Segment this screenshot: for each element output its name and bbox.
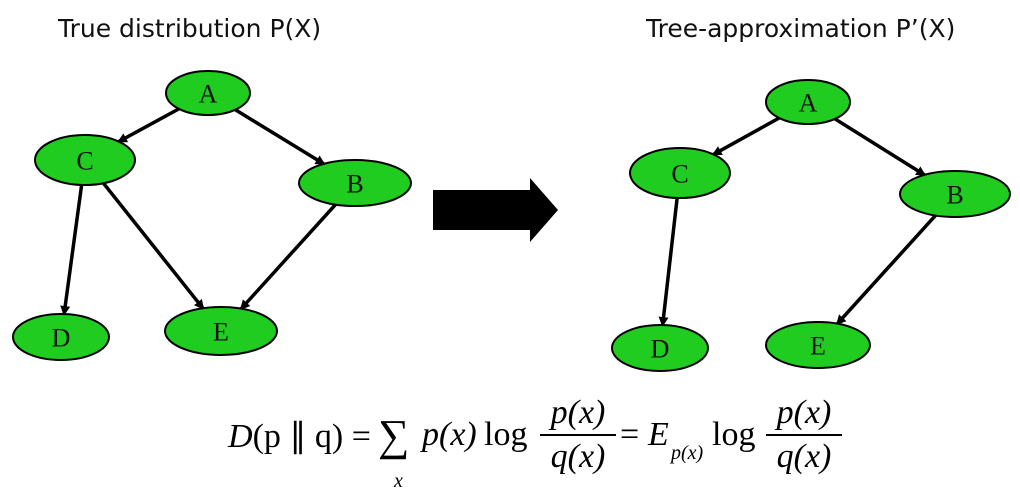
right-graph: A C B D E [611, 79, 1011, 372]
formula-expectation: E [648, 416, 669, 453]
right-node-label-c: C [671, 160, 688, 189]
right-edge-a-b [831, 115, 927, 177]
formula-fraction-2: p(x) q(x) [766, 394, 842, 476]
formula-expectation-subscript: p(x) [671, 442, 704, 464]
formula-equals: = [620, 416, 640, 453]
left-node-d [12, 313, 110, 361]
right-node-b [899, 170, 1011, 218]
fraction-2-numerator: p(x) [776, 394, 832, 431]
right-edge-a-c [711, 114, 783, 156]
left-edge-a-b [231, 106, 326, 166]
left-edge-a-c [117, 105, 183, 144]
left-node-label-e: E [213, 318, 229, 347]
right-node-label-b: B [946, 181, 963, 210]
formula-fraction-1: p(x) q(x) [540, 394, 616, 476]
left-edge-c-d [60, 182, 84, 317]
formula-sum-symbol: ∑ [378, 411, 410, 460]
formula-term: p(x) [422, 416, 477, 453]
left-node-label-d: D [52, 324, 71, 353]
transform-arrow-icon [433, 178, 558, 242]
left-node-e [164, 306, 278, 356]
left-node-label-c: C [76, 147, 93, 176]
right-node-a [765, 79, 851, 125]
fraction-2-denominator: q(x) [776, 438, 832, 475]
formula-lhs: D [228, 418, 253, 455]
right-edge-c-d [658, 195, 680, 328]
right-node-label-d: D [651, 335, 670, 364]
left-node-label-b: B [346, 170, 363, 199]
fraction-1-denominator: q(x) [550, 438, 606, 475]
kl-divergence-formula: D(p ∥ q) = ∑ x p(x) log p(x) q(x) = E p(… [228, 392, 868, 492]
right-node-e [765, 321, 871, 369]
left-graph: A C B D E [12, 70, 412, 361]
left-node-a [165, 70, 251, 116]
right-node-d [611, 324, 709, 372]
formula-log-1: log [484, 416, 528, 453]
right-node-c [629, 147, 731, 199]
left-node-b [298, 159, 412, 207]
left-edge-b-e [239, 201, 339, 311]
right-edge-b-e [836, 212, 939, 326]
formula-sum-index: x [394, 470, 403, 492]
right-node-label-a: A [799, 89, 818, 118]
right-node-label-e: E [810, 332, 826, 361]
left-panel-title: True distribution P(X) [58, 14, 322, 43]
left-node-label-a: A [199, 80, 218, 109]
formula-log-2: log [712, 416, 756, 453]
right-panel-title: Tree-approximation P’(X) [646, 14, 956, 43]
left-edge-c-e [100, 179, 205, 310]
formula-lhs-args: (p ∥ q) = [252, 418, 371, 455]
fraction-1-numerator: p(x) [550, 394, 606, 431]
left-node-c [34, 134, 136, 186]
